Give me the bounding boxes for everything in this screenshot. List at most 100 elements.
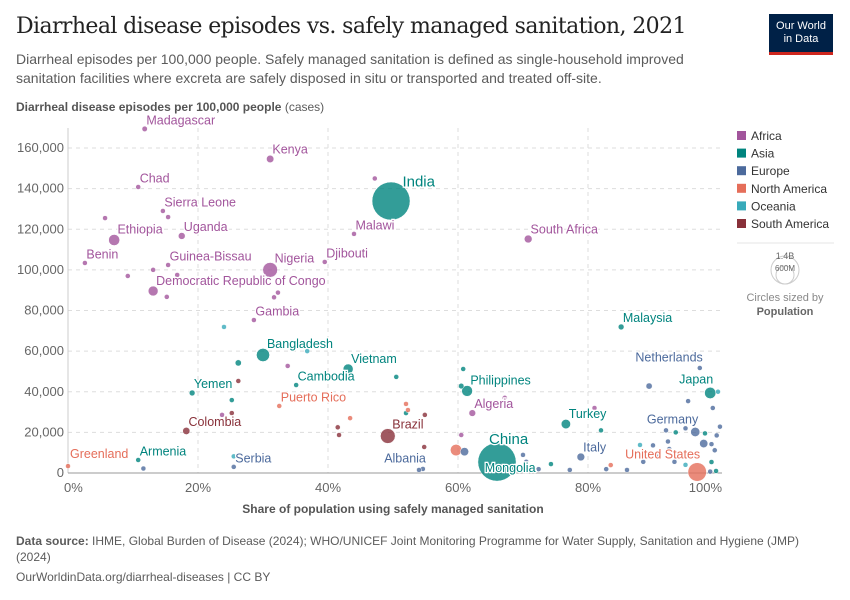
legend-swatch xyxy=(737,166,746,176)
data-point xyxy=(687,462,707,482)
data-point xyxy=(335,424,341,431)
data-point xyxy=(342,363,354,375)
y-tick-label: 40,000 xyxy=(24,384,64,399)
data-point xyxy=(174,272,180,278)
data-point xyxy=(489,464,495,470)
data-point xyxy=(275,289,281,296)
data-point xyxy=(160,208,166,214)
data-point xyxy=(135,184,141,190)
data-point xyxy=(231,464,237,470)
data-point xyxy=(712,447,718,453)
data-point xyxy=(603,466,609,472)
point-label: Bangladesh xyxy=(267,337,333,351)
data-point xyxy=(284,363,291,369)
data-point xyxy=(178,232,186,240)
data-point xyxy=(576,452,585,462)
data-point xyxy=(458,383,465,390)
y-tick-label: 0 xyxy=(57,465,64,480)
data-point xyxy=(502,395,508,401)
legend-swatch xyxy=(737,148,746,158)
data-point xyxy=(690,427,701,437)
data-point xyxy=(450,444,463,456)
data-point xyxy=(219,412,225,418)
y-tick-label: 100,000 xyxy=(17,262,64,277)
data-point xyxy=(598,427,604,434)
point-label: Japan xyxy=(679,372,713,386)
point-label: Malaysia xyxy=(623,311,672,325)
point-label: Philippines xyxy=(470,374,530,388)
data-point xyxy=(682,462,689,468)
data-point xyxy=(624,467,630,473)
data-point xyxy=(371,181,411,221)
data-point xyxy=(140,465,147,472)
x-tick-label: 100% xyxy=(689,480,723,495)
point-label: Netherlands xyxy=(635,350,702,364)
data-point xyxy=(460,447,469,457)
data-point xyxy=(276,403,282,409)
data-point xyxy=(141,125,148,132)
data-point xyxy=(422,412,428,418)
point-label: Armenia xyxy=(140,445,187,459)
data-point xyxy=(380,428,396,444)
data-point xyxy=(229,410,235,416)
data-point xyxy=(458,432,464,438)
data-point xyxy=(699,439,709,448)
y-tick-label: 20,000 xyxy=(24,424,64,439)
point-label: Algeria xyxy=(474,397,513,411)
data-point xyxy=(697,365,703,371)
point-label: Yemen xyxy=(194,377,233,391)
data-point xyxy=(655,454,661,460)
point-label: Madagascar xyxy=(146,113,215,127)
data-point xyxy=(351,231,357,237)
data-point xyxy=(666,446,672,452)
data-point xyxy=(108,234,120,246)
data-point xyxy=(235,378,242,384)
data-point xyxy=(347,415,353,421)
data-point xyxy=(591,405,598,411)
point-label: Germany xyxy=(647,412,699,426)
point-label: Colombia xyxy=(188,415,241,429)
data-point xyxy=(523,459,529,465)
data-point xyxy=(403,401,409,407)
data-point xyxy=(165,262,171,268)
point-label: Guinea-Bissau xyxy=(170,250,252,264)
data-point xyxy=(617,323,625,331)
y-tick-label: 160,000 xyxy=(17,140,64,155)
data-point xyxy=(665,438,671,445)
point-label: Chad xyxy=(140,172,170,186)
data-point xyxy=(640,459,646,465)
owid-logo[interactable]: Our World in Data xyxy=(769,14,833,55)
point-label: Turkey xyxy=(569,407,607,421)
data-point xyxy=(405,407,411,413)
data-point xyxy=(262,262,278,278)
data-point xyxy=(535,466,542,472)
data-point xyxy=(147,285,159,297)
legend-swatch xyxy=(737,183,746,193)
data-point xyxy=(461,385,473,397)
chart-subtitle: Diarrheal episodes per 100,000 people. S… xyxy=(16,51,684,86)
point-label: Malawi xyxy=(356,218,395,232)
data-point xyxy=(673,429,679,436)
point-label: Cambodia xyxy=(298,370,355,384)
x-tick-label: 60% xyxy=(445,480,471,495)
point-label: Italy xyxy=(583,441,607,455)
x-tick-label: 80% xyxy=(575,480,601,495)
point-label: Gambia xyxy=(255,305,299,319)
data-point xyxy=(704,387,717,399)
data-point xyxy=(707,468,713,475)
size-legend-variable: Population xyxy=(757,306,814,318)
point-label: Puerto Rico xyxy=(281,390,346,404)
point-label: Nigeria xyxy=(275,251,315,265)
y-tick-label: 60,000 xyxy=(24,343,64,358)
data-point xyxy=(548,461,554,467)
data-point xyxy=(608,462,614,468)
data-point xyxy=(708,459,715,465)
data-point xyxy=(416,467,422,473)
data-point xyxy=(229,397,235,403)
data-point xyxy=(708,441,715,447)
x-tick-label: 20% xyxy=(185,480,211,495)
footer-url[interactable]: OurWorldinData.org/diarrheal-diseases | … xyxy=(16,570,271,584)
logo-line-2: in Data xyxy=(783,33,819,45)
point-label: Greenland xyxy=(70,447,128,461)
